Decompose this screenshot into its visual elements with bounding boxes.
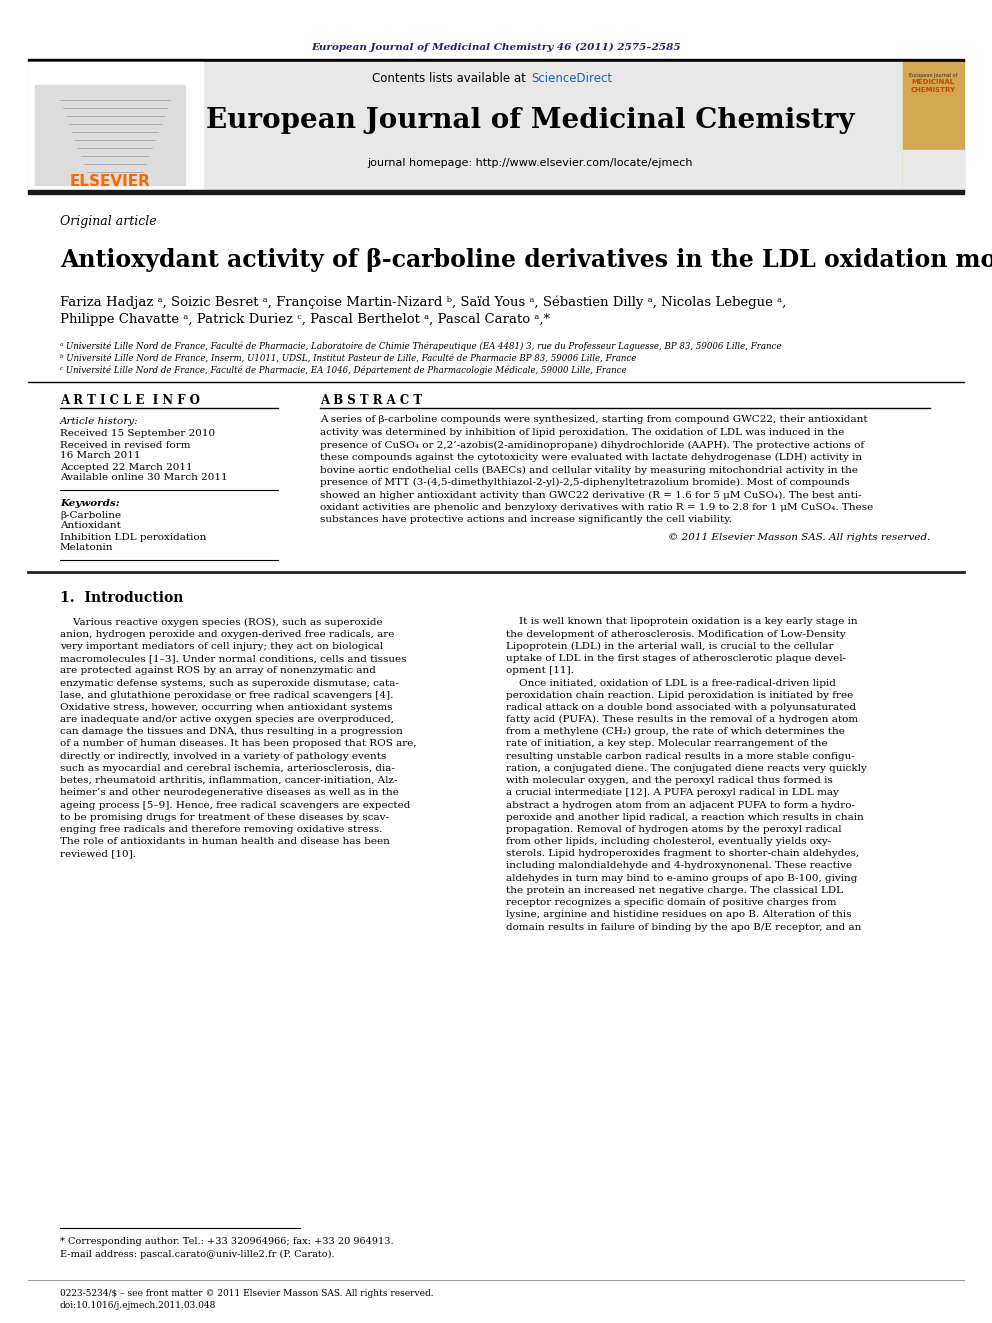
Text: very important mediators of cell injury; they act on biological: very important mediators of cell injury;… xyxy=(60,642,383,651)
Text: are protected against ROS by an array of nonenzymatic and: are protected against ROS by an array of… xyxy=(60,667,376,675)
Text: β-Carboline: β-Carboline xyxy=(60,511,121,520)
Text: the development of atherosclerosis. Modification of Low-Density: the development of atherosclerosis. Modi… xyxy=(506,630,846,639)
Bar xyxy=(28,62,903,192)
Text: such as myocardial and cerebral ischemia, arteriosclerosis, dia-: such as myocardial and cerebral ischemia… xyxy=(60,763,395,773)
Text: Article history:: Article history: xyxy=(60,418,139,426)
Bar xyxy=(28,58,964,62)
Text: enging free radicals and therefore removing oxidative stress.: enging free radicals and therefore remov… xyxy=(60,826,382,833)
Text: from a methylene (CH₂) group, the rate of which determines the: from a methylene (CH₂) group, the rate o… xyxy=(506,728,845,737)
Text: propagation. Removal of hydrogen atoms by the peroxyl radical: propagation. Removal of hydrogen atoms b… xyxy=(506,826,841,833)
Text: rate of initiation, a key step. Molecular rearrangement of the: rate of initiation, a key step. Molecula… xyxy=(506,740,827,749)
Text: betes, rheumatoid arthritis, inflammation, cancer-initiation, Alz-: betes, rheumatoid arthritis, inflammatio… xyxy=(60,777,398,785)
Text: a crucial intermediate [12]. A PUFA peroxyl radical in LDL may: a crucial intermediate [12]. A PUFA pero… xyxy=(506,789,839,798)
Text: 16 March 2011: 16 March 2011 xyxy=(60,451,141,460)
Text: Original article: Original article xyxy=(60,216,157,229)
Text: substances have protective actions and increase significantly the cell viability: substances have protective actions and i… xyxy=(320,516,732,524)
Text: the protein an increased net negative charge. The classical LDL: the protein an increased net negative ch… xyxy=(506,886,843,894)
Text: Philippe Chavatte ᵃ, Patrick Duriez ᶜ, Pascal Berthelot ᵃ, Pascal Carato ᵃ,*: Philippe Chavatte ᵃ, Patrick Duriez ᶜ, P… xyxy=(60,314,550,327)
Text: reviewed [10].: reviewed [10]. xyxy=(60,849,136,859)
Text: presence of CuSO₄ or 2,2’-azobis(2-amidinopropane) dihydrochloride (AAPH). The p: presence of CuSO₄ or 2,2’-azobis(2-amidi… xyxy=(320,441,864,450)
Text: The role of antioxidants in human health and disease has been: The role of antioxidants in human health… xyxy=(60,837,390,847)
Text: * Corresponding author. Tel.: +33 320964966; fax: +33 20 964913.: * Corresponding author. Tel.: +33 320964… xyxy=(60,1237,394,1246)
Text: Keywords:: Keywords: xyxy=(60,499,120,508)
Bar xyxy=(903,62,964,192)
Text: Accepted 22 March 2011: Accepted 22 March 2011 xyxy=(60,463,192,471)
Text: with molecular oxygen, and the peroxyl radical thus formed is: with molecular oxygen, and the peroxyl r… xyxy=(506,777,832,785)
Text: lysine, arginine and histidine residues on apo B. Alteration of this: lysine, arginine and histidine residues … xyxy=(506,910,851,919)
Text: Received 15 September 2010: Received 15 September 2010 xyxy=(60,430,215,438)
Text: It is well known that lipoprotein oxidation is a key early stage in: It is well known that lipoprotein oxidat… xyxy=(506,618,858,627)
Text: aldehydes in turn may bind to e-amino groups of apo B-100, giving: aldehydes in turn may bind to e-amino gr… xyxy=(506,873,857,882)
Text: macromolecules [1–3]. Under normal conditions, cells and tissues: macromolecules [1–3]. Under normal condi… xyxy=(60,654,407,663)
Text: A B S T R A C T: A B S T R A C T xyxy=(320,393,423,406)
Text: heimer’s and other neurodegenerative diseases as well as in the: heimer’s and other neurodegenerative dis… xyxy=(60,789,399,798)
Text: uptake of LDL in the first stages of atherosclerotic plaque devel-: uptake of LDL in the first stages of ath… xyxy=(506,654,846,663)
Text: sterols. Lipid hydroperoxides fragment to shorter-chain aldehydes,: sterols. Lipid hydroperoxides fragment t… xyxy=(506,849,859,859)
Text: © 2011 Elsevier Masson SAS. All rights reserved.: © 2011 Elsevier Masson SAS. All rights r… xyxy=(668,532,930,541)
Text: Various reactive oxygen species (ROS), such as superoxide: Various reactive oxygen species (ROS), s… xyxy=(60,618,383,627)
Text: Contents lists available at: Contents lists available at xyxy=(372,71,530,85)
Text: resulting unstable carbon radical results in a more stable configu-: resulting unstable carbon radical result… xyxy=(506,751,855,761)
Text: European Journal of Medicinal Chemistry 46 (2011) 2575–2585: European Journal of Medicinal Chemistry … xyxy=(311,42,681,52)
Text: ScienceDirect: ScienceDirect xyxy=(531,71,612,85)
Text: Oxidative stress, however, occurring when antioxidant systems: Oxidative stress, however, occurring whe… xyxy=(60,703,393,712)
Text: fatty acid (PUFA). These results in the removal of a hydrogen atom: fatty acid (PUFA). These results in the … xyxy=(506,714,858,724)
Text: Antioxidant: Antioxidant xyxy=(60,521,121,531)
Text: doi:10.1016/j.ejmech.2011.03.048: doi:10.1016/j.ejmech.2011.03.048 xyxy=(60,1301,216,1310)
Bar xyxy=(903,149,964,192)
Text: anion, hydrogen peroxide and oxygen-derived free radicals, are: anion, hydrogen peroxide and oxygen-deri… xyxy=(60,630,395,639)
Text: ᵇ Université Lille Nord de France, Inserm, U1011, UDSL, Institut Pasteur de Lill: ᵇ Université Lille Nord de France, Inser… xyxy=(60,353,637,363)
Text: peroxidation chain reaction. Lipid peroxidation is initiated by free: peroxidation chain reaction. Lipid perox… xyxy=(506,691,853,700)
Text: from other lipids, including cholesterol, eventually yields oxy-: from other lipids, including cholesterol… xyxy=(506,837,831,847)
Bar xyxy=(28,62,203,192)
Text: peroxide and another lipid radical, a reaction which results in chain: peroxide and another lipid radical, a re… xyxy=(506,812,864,822)
Text: ᵃ Université Lille Nord de France, Faculté de Pharmacie, Laboratoire de Chimie T: ᵃ Université Lille Nord de France, Facul… xyxy=(60,341,782,351)
Text: Melatonin: Melatonin xyxy=(60,544,113,553)
Text: MEDICINAL: MEDICINAL xyxy=(912,79,954,85)
Text: Antioxydant activity of β-carboline derivatives in the LDL oxidation model: Antioxydant activity of β-carboline deri… xyxy=(60,247,992,273)
Text: showed an higher antioxidant activity than GWC22 derivative (R = 1.6 for 5 μM Cu: showed an higher antioxidant activity th… xyxy=(320,491,862,500)
Text: of a number of human diseases. It has been proposed that ROS are,: of a number of human diseases. It has be… xyxy=(60,740,417,749)
Text: Once initiated, oxidation of LDL is a free-radical-driven lipid: Once initiated, oxidation of LDL is a fr… xyxy=(506,679,836,688)
Text: Available online 30 March 2011: Available online 30 March 2011 xyxy=(60,474,227,483)
Text: European Journal of: European Journal of xyxy=(909,73,957,78)
Text: Received in revised form: Received in revised form xyxy=(60,441,190,450)
Text: abstract a hydrogen atom from an adjacent PUFA to form a hydro-: abstract a hydrogen atom from an adjacen… xyxy=(506,800,855,810)
Text: ᶜ Université Lille Nord de France, Faculté de Pharmacie, EA 1046, Département de: ᶜ Université Lille Nord de France, Facul… xyxy=(60,365,627,374)
Text: these compounds against the cytotoxicity were evaluated with lactate dehydrogena: these compounds against the cytotoxicity… xyxy=(320,452,862,462)
Bar xyxy=(28,191,964,194)
Text: ELSEVIER: ELSEVIER xyxy=(69,175,151,189)
Text: A series of β-carboline compounds were synthesized, starting from compound GWC22: A series of β-carboline compounds were s… xyxy=(320,415,868,425)
Bar xyxy=(35,85,185,185)
Text: CHEMISTRY: CHEMISTRY xyxy=(911,87,955,93)
Text: radical attack on a double bond associated with a polyunsaturated: radical attack on a double bond associat… xyxy=(506,703,856,712)
Text: presence of MTT (3-(4,5-dimethylthiazol-2-yl)-2,5-diphenyltetrazolium bromide). : presence of MTT (3-(4,5-dimethylthiazol-… xyxy=(320,478,850,487)
Text: can damage the tissues and DNA, thus resulting in a progression: can damage the tissues and DNA, thus res… xyxy=(60,728,403,737)
Text: ration, a conjugated diene. The conjugated diene reacts very quickly: ration, a conjugated diene. The conjugat… xyxy=(506,763,867,773)
Text: ageing process [5–9]. Hence, free radical scavengers are expected: ageing process [5–9]. Hence, free radica… xyxy=(60,800,411,810)
Text: including malondialdehyde and 4-hydroxynonenal. These reactive: including malondialdehyde and 4-hydroxyn… xyxy=(506,861,852,871)
Text: oxidant activities are phenolic and benzyloxy derivatives with ratio R = 1.9 to : oxidant activities are phenolic and benz… xyxy=(320,503,873,512)
Text: European Journal of Medicinal Chemistry: European Journal of Medicinal Chemistry xyxy=(205,106,854,134)
Text: receptor recognizes a specific domain of positive charges from: receptor recognizes a specific domain of… xyxy=(506,898,836,908)
Text: enzymatic defense systems, such as superoxide dismutase, cata-: enzymatic defense systems, such as super… xyxy=(60,679,399,688)
Text: bovine aortic endothelial cells (BAECs) and cellular vitality by measuring mitoc: bovine aortic endothelial cells (BAECs) … xyxy=(320,466,858,475)
Text: E-mail address: pascal.carato@univ-lille2.fr (P. Carato).: E-mail address: pascal.carato@univ-lille… xyxy=(60,1249,334,1258)
Text: to be promising drugs for treatment of these diseases by scav-: to be promising drugs for treatment of t… xyxy=(60,812,389,822)
Text: are inadequate and/or active oxygen species are overproduced,: are inadequate and/or active oxygen spec… xyxy=(60,716,394,724)
Text: 0223-5234/$ – see front matter © 2011 Elsevier Masson SAS. All rights reserved.: 0223-5234/$ – see front matter © 2011 El… xyxy=(60,1289,434,1298)
Text: directly or indirectly, involved in a variety of pathology events: directly or indirectly, involved in a va… xyxy=(60,751,386,761)
Text: opment [11].: opment [11]. xyxy=(506,667,574,675)
Text: A R T I C L E  I N F O: A R T I C L E I N F O xyxy=(60,393,199,406)
Text: lase, and glutathione peroxidase or free radical scavengers [4].: lase, and glutathione peroxidase or free… xyxy=(60,691,394,700)
Text: Inhibition LDL peroxidation: Inhibition LDL peroxidation xyxy=(60,532,206,541)
Text: activity was determined by inhibition of lipid peroxidation. The oxidation of LD: activity was determined by inhibition of… xyxy=(320,429,844,437)
Text: Fariza Hadjaz ᵃ, Soizic Besret ᵃ, Françoise Martin-Nizard ᵇ, Saïd Yous ᵃ, Sébast: Fariza Hadjaz ᵃ, Soizic Besret ᵃ, Franço… xyxy=(60,295,787,308)
Text: Lipoprotein (LDL) in the arterial wall, is crucial to the cellular: Lipoprotein (LDL) in the arterial wall, … xyxy=(506,642,833,651)
Text: domain results in failure of binding by the apo B/E receptor, and an: domain results in failure of binding by … xyxy=(506,922,861,931)
Text: journal homepage: http://www.elsevier.com/locate/ejmech: journal homepage: http://www.elsevier.co… xyxy=(367,157,692,168)
Text: 1.  Introduction: 1. Introduction xyxy=(60,591,184,605)
